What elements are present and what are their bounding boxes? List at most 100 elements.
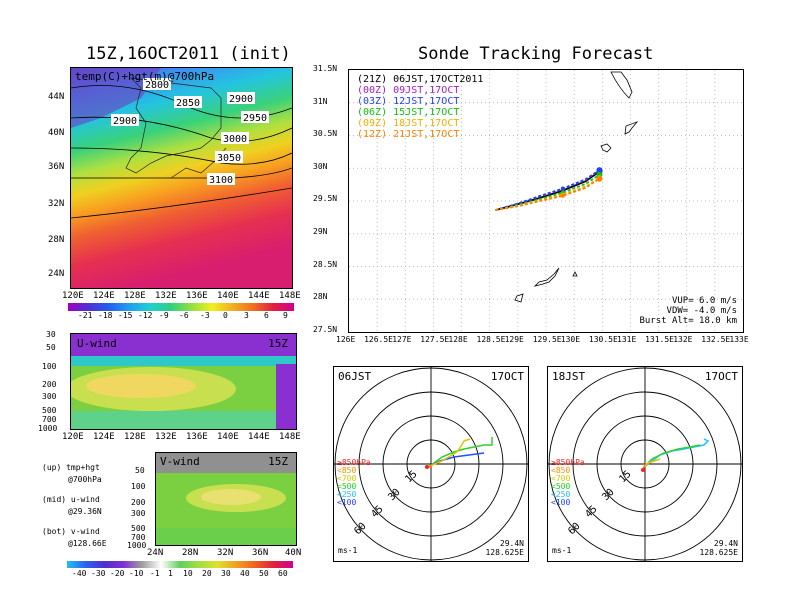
panel-legend: (up) tmp+hgt @700hPa (mid) u-wind @29.36… bbox=[42, 462, 107, 550]
lon-tick: 127E bbox=[392, 335, 412, 344]
lon-tick: 148E bbox=[279, 291, 301, 301]
hodograph-right-time: 18JST bbox=[552, 370, 586, 383]
lat-tick: 29.5N bbox=[313, 194, 338, 204]
track-legend-time: 09JST,17OCT bbox=[387, 85, 460, 96]
lon-tick: 132E bbox=[673, 335, 693, 344]
contour-label: 3050 bbox=[217, 153, 241, 164]
temperature-map: 2900 2800 2850 2900 2950 3000 3050 3100 … bbox=[70, 67, 293, 289]
vwind-panel: V-wind 15Z bbox=[155, 452, 297, 546]
legend-up-line1: (up) tmp+hgt bbox=[42, 463, 100, 472]
hodograph-left-location: 29.4N 128.625E bbox=[485, 539, 524, 557]
p-tick: 30 bbox=[46, 330, 56, 339]
track-plot-svg bbox=[349, 70, 743, 332]
lat-tick: 28.5N bbox=[313, 259, 338, 269]
lon-tick: 144E bbox=[248, 291, 270, 301]
temperature-field-svg: 2900 2800 2850 2900 2950 3000 3050 3100 bbox=[71, 68, 292, 288]
lat-tick: 40N bbox=[48, 128, 65, 138]
lon-tick: 131.5E bbox=[645, 335, 674, 344]
track-legend-entry: (12Z) 21JST,17OCT bbox=[357, 129, 483, 140]
colorbar-label: -12 bbox=[138, 311, 153, 320]
lat-tick: 36N bbox=[252, 548, 269, 558]
vwind-field-svg bbox=[156, 453, 296, 545]
level-label: <100 bbox=[337, 498, 357, 507]
lon-tick: 136E bbox=[186, 432, 208, 442]
p-tick: 300 bbox=[131, 509, 146, 518]
lon-tick: 131E bbox=[617, 335, 637, 344]
track-legend-zulu: (12Z) bbox=[357, 129, 388, 140]
contour-label: 2900 bbox=[113, 116, 137, 127]
colorbar-label: -40 bbox=[72, 569, 87, 578]
track-legend-zulu: (21Z) bbox=[357, 74, 388, 85]
lat-tick: 44N bbox=[48, 92, 65, 102]
lon-tick: 120E bbox=[62, 291, 84, 301]
lon-tick: 129.5E bbox=[532, 335, 562, 344]
level-label: <250 bbox=[337, 490, 357, 499]
uwind-field-svg bbox=[71, 334, 296, 429]
hodograph-right: 15 30 45 60 18JST 17OCT ≥850hPa <850 <70… bbox=[547, 366, 743, 562]
track-line bbox=[495, 177, 600, 212]
track-params: VUP= 6.0 m/s VDW= -4.0 m/s Burst Alt= 18… bbox=[639, 296, 737, 326]
vdw-param: VDW= -4.0 m/s bbox=[666, 306, 737, 316]
contour-label: 3100 bbox=[209, 175, 233, 186]
lon-tick: 133E bbox=[729, 335, 749, 344]
colorbar-label: -1 bbox=[150, 569, 160, 578]
p-tick: 700 bbox=[131, 533, 146, 542]
colorbar-label: 10 bbox=[183, 569, 193, 578]
track-line bbox=[495, 169, 600, 212]
track-legend-time: 15JST,17OCT bbox=[387, 107, 460, 118]
lon-tick: 132E bbox=[155, 291, 177, 301]
colorbar-label: 30 bbox=[221, 569, 231, 578]
hodograph-right-date: 17OCT bbox=[704, 370, 738, 383]
p-tick: 300 bbox=[42, 392, 57, 401]
colorbar-label: -18 bbox=[98, 311, 113, 320]
p-tick: 50 bbox=[135, 466, 145, 475]
contour-label: 2950 bbox=[243, 113, 267, 124]
track-legend-zulu: (06Z) bbox=[357, 107, 388, 118]
lon-tick: 126E bbox=[336, 335, 356, 344]
track-legend-time: 18JST,17OCT bbox=[387, 118, 460, 129]
wind-colorbar bbox=[67, 561, 293, 568]
lon-tick: 128E bbox=[124, 291, 146, 301]
lon-tick: 128.5E bbox=[476, 335, 506, 344]
colorbar-label: -20 bbox=[110, 569, 125, 578]
colorbar-label: -10 bbox=[129, 569, 144, 578]
track-point bbox=[596, 167, 603, 174]
track-legend-zulu: (09Z) bbox=[357, 118, 388, 129]
colorbar-label: -9 bbox=[159, 311, 169, 320]
lon-tick: 120E bbox=[62, 432, 84, 442]
level-label: <700 bbox=[337, 474, 357, 483]
track-legend-zulu: (00Z) bbox=[357, 85, 388, 96]
colorbar-label: -15 bbox=[118, 311, 133, 320]
lon-tick: 130E bbox=[560, 335, 581, 344]
lon-tick: 144E bbox=[248, 432, 270, 442]
lat-tick: 36N bbox=[48, 162, 65, 172]
track-legend-time: 21JST,17OCT bbox=[387, 129, 460, 140]
lon-tick: 136E bbox=[186, 291, 208, 301]
colorbar-label: 50 bbox=[259, 569, 269, 578]
vwind-time: 15Z bbox=[268, 455, 288, 468]
track-legend-entry: (06Z) 15JST,17OCT bbox=[357, 107, 483, 118]
track-line bbox=[495, 174, 600, 212]
hodograph-left-time: 06JST bbox=[338, 370, 372, 383]
track-legend-entry: (21Z) 06JST,17OCT2011 bbox=[357, 74, 483, 85]
ring-label: 15 bbox=[617, 469, 633, 485]
lon-tick: 148E bbox=[279, 432, 301, 442]
coastlines bbox=[514, 71, 639, 303]
legend-up-line2: @700hPa bbox=[68, 475, 102, 484]
lon-tick: 140E bbox=[217, 291, 239, 301]
lon-tick: 126.5E bbox=[364, 335, 393, 344]
colorbar-label: -6 bbox=[179, 311, 189, 320]
colorbar-label: -30 bbox=[91, 569, 106, 578]
lon-tick: 128E bbox=[124, 432, 146, 442]
hodograph-left-lon: 128.625E bbox=[485, 548, 524, 557]
p-tick: 500 bbox=[131, 524, 146, 533]
hodograph-left-lat: 29.4N bbox=[499, 539, 524, 548]
colorbar-label: 1 bbox=[168, 569, 173, 578]
track-legend-time: 12JST,17OCT bbox=[387, 96, 460, 107]
track-line bbox=[495, 177, 600, 212]
track-legend-entry: (09Z) 18JST,17OCT bbox=[357, 118, 483, 129]
lon-tick: 128E bbox=[448, 335, 468, 344]
p-tick: 100 bbox=[131, 482, 146, 491]
track-panel: (21Z) 06JST,17OCT2011 (00Z) 09JST,17OCT (0… bbox=[348, 69, 744, 333]
track-line bbox=[495, 169, 600, 212]
